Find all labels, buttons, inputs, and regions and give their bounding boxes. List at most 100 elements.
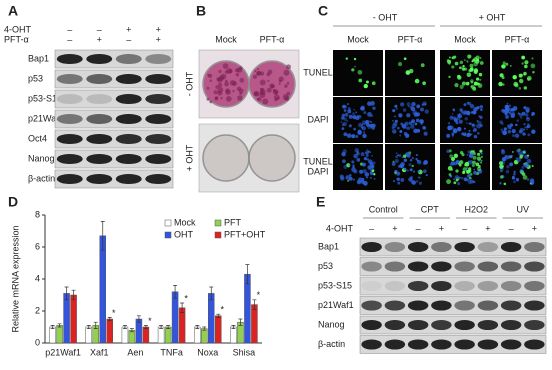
cell-signal	[518, 87, 522, 90]
cell-signal	[365, 80, 369, 84]
band	[431, 300, 452, 311]
cell-signal	[414, 122, 418, 126]
cell-signal	[505, 170, 510, 174]
cell-signal	[472, 150, 476, 153]
error-bar	[93, 321, 98, 329]
cell-signal	[397, 126, 400, 130]
cell-signal	[357, 129, 362, 135]
band	[500, 319, 522, 331]
cell-signal	[352, 164, 355, 167]
cell-signal	[522, 175, 528, 180]
cell-signal	[506, 102, 509, 105]
cell-signal	[403, 57, 407, 61]
error-bar	[86, 325, 91, 329]
panel-label: B	[196, 3, 206, 19]
cell-signal	[392, 109, 396, 113]
cell-signal	[462, 167, 467, 172]
cell-signal	[478, 72, 483, 77]
cell-signal	[355, 134, 359, 139]
band	[56, 93, 83, 105]
error-bar	[50, 325, 55, 329]
cell-signal	[465, 81, 470, 86]
row-label: - OHT	[184, 71, 194, 96]
error-bar	[209, 286, 214, 301]
cell-signal	[346, 103, 349, 106]
cell-signal	[346, 120, 349, 122]
condition-label: 4-OHT	[4, 24, 32, 34]
cell-signal	[470, 133, 473, 136]
stain	[225, 89, 231, 96]
cell-signal	[506, 165, 510, 169]
cell-signal	[369, 171, 374, 176]
stain	[225, 96, 232, 102]
cell-signal	[423, 131, 428, 136]
cell-signal	[362, 162, 366, 167]
blot-label: p21Waf1	[28, 113, 64, 123]
band	[384, 319, 406, 331]
band	[477, 280, 499, 292]
column-label: PFT-α	[398, 34, 423, 44]
cell-signal	[343, 117, 347, 121]
cell-signal	[419, 119, 424, 124]
cell-signal	[406, 169, 409, 172]
cell-signal	[369, 120, 371, 123]
cell-signal	[371, 155, 373, 157]
cell-signal	[531, 165, 534, 168]
band	[361, 241, 382, 253]
cell-signal	[524, 126, 527, 129]
cell-signal	[501, 64, 505, 69]
cell-signal	[399, 163, 405, 169]
cell-signal	[454, 61, 459, 66]
cell-signal	[341, 127, 345, 131]
row-label: TUNEL	[303, 67, 333, 77]
cell-signal	[341, 116, 345, 120]
legend-swatch	[214, 231, 222, 239]
cell-signal	[340, 176, 345, 181]
cell-signal	[344, 112, 349, 117]
cell-signal	[408, 121, 413, 125]
cell-signal	[363, 131, 366, 134]
row-label: + OHT	[184, 144, 194, 171]
sign: –	[462, 223, 467, 233]
cell-signal	[401, 156, 404, 159]
cell-signal	[368, 166, 371, 169]
cell-signal	[459, 150, 464, 155]
error-bar	[195, 325, 200, 329]
cell-signal	[479, 149, 483, 153]
stain	[260, 87, 265, 92]
cell-signal	[352, 115, 357, 120]
cell-signal	[469, 103, 475, 109]
band	[86, 173, 113, 185]
legend-label: PFT	[224, 217, 242, 227]
cell-signal	[531, 114, 533, 117]
cell-signal	[360, 171, 363, 174]
cell-signal	[466, 153, 469, 156]
group-label: CPT	[421, 204, 440, 214]
bar	[244, 273, 251, 344]
column-label: Mock	[454, 34, 476, 44]
cell-signal	[346, 163, 351, 168]
cell-signal	[451, 157, 455, 161]
stain	[256, 68, 259, 71]
cell-signal	[519, 73, 523, 77]
cell-signal	[345, 175, 350, 180]
blot-label: β-actin	[28, 173, 55, 183]
stain	[239, 77, 245, 83]
cell-signal	[480, 159, 483, 162]
bar	[85, 326, 92, 344]
cell-signal	[511, 107, 515, 112]
cell-signal	[469, 176, 472, 180]
cell-signal	[452, 108, 455, 112]
error-bar	[71, 289, 76, 301]
cell-signal	[461, 81, 466, 86]
cell-signal	[527, 123, 530, 126]
cell-signal	[361, 124, 364, 127]
cell-signal	[526, 128, 528, 131]
cell-signal	[502, 130, 508, 136]
cell-signal	[416, 159, 419, 162]
significance: *	[184, 293, 188, 303]
bar	[63, 293, 70, 344]
sign: +	[392, 223, 397, 233]
well	[248, 134, 296, 182]
error-bar	[238, 318, 243, 326]
